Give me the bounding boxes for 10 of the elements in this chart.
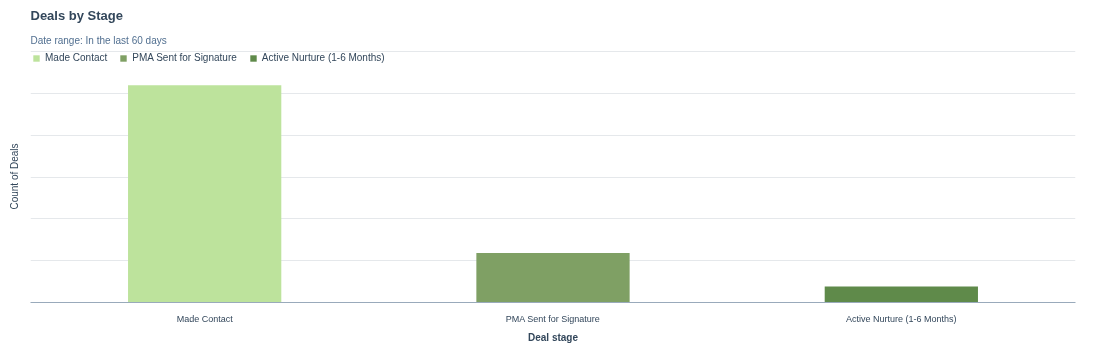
chart-title: Deals by Stage [30,7,123,23]
x-tick-label: PMA Sent for Signature [505,313,600,324]
chart-subtitle: Date range: In the last 60 days [30,34,167,46]
legend-label: Made Contact [45,52,108,63]
x-tick-label: Active Nurture (1-6 Months) [846,313,957,324]
y-axis-title: Count of Deals [8,143,20,210]
x-tick-label: Made Contact [176,313,234,324]
legend-label: Active Nurture (1-6 Months) [261,52,385,63]
x-axis-title: Deal stage [527,331,579,343]
legend-label: PMA Sent for Signature [132,52,237,63]
